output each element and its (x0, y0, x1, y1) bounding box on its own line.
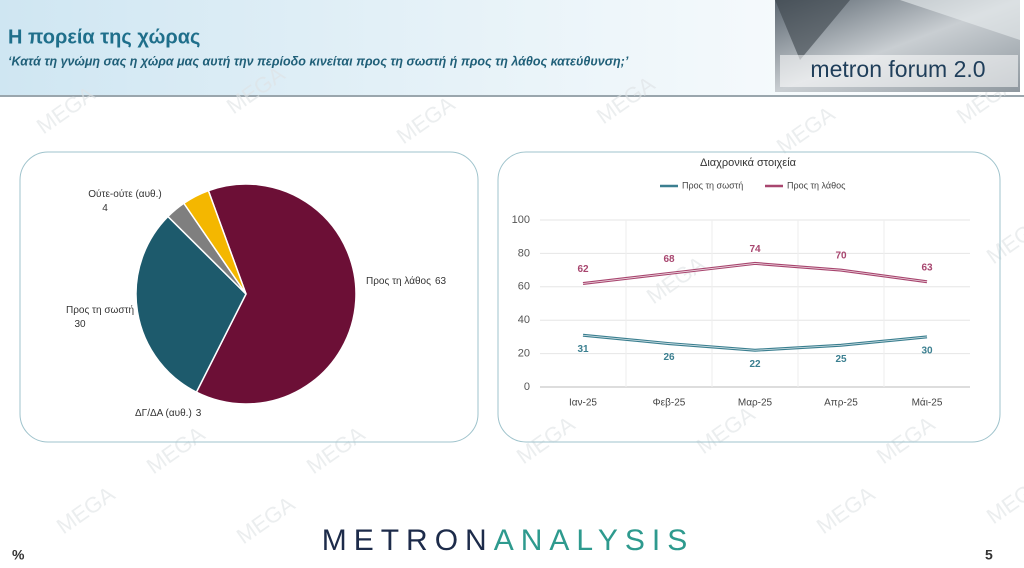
data-label: 30 (921, 346, 933, 357)
label-value: 4 (102, 203, 108, 214)
y-tick-label: 60 (518, 281, 530, 293)
series-line (582, 333, 928, 352)
x-tick-label: Ιαν-25 (569, 398, 597, 409)
brand: METRONANALYSIS (322, 524, 695, 557)
pie-slice (195, 183, 357, 405)
watermark: MEGA (392, 91, 460, 149)
data-label: Ούτε-ούτε (αυθ.) 4 (88, 188, 161, 214)
data-label: 26 (663, 352, 675, 363)
watermark: MEGA (52, 481, 120, 539)
series-line-inner (582, 263, 928, 284)
label-name: Ούτε-ούτε (αυθ.) (88, 188, 161, 200)
y-tick-label: 0 (524, 381, 530, 393)
watermark: MEGA (512, 411, 580, 469)
label-value: 63 (435, 276, 447, 287)
y-tick-label: 40 (518, 314, 530, 326)
label-name: ΔΓ/ΔΑ (αυθ.) (135, 408, 192, 419)
pie-slice (182, 189, 247, 295)
legend-label: Προς τη λάθος (787, 180, 846, 190)
logo-shape (900, 0, 1020, 40)
data-label: ΔΓ/ΔΑ (αυθ.) 3 (135, 408, 202, 419)
line-chart: Διαχρονικά στοιχεία 0 20 40 60 80 100 Ιαν-25 Φεβ… (512, 157, 970, 409)
line-panel (497, 151, 1001, 443)
watermark: MEGA (302, 421, 370, 479)
data-label: 68 (663, 254, 675, 265)
y-tick-label: 80 (518, 247, 530, 259)
label-value: 30 (74, 319, 86, 330)
x-tick-label: Φεβ-25 (653, 398, 686, 409)
data-label: 74 (749, 244, 761, 255)
pie-slice (135, 215, 247, 394)
watermark: MEGA (872, 411, 940, 469)
logo-text: metron forum 2.0 (810, 56, 985, 82)
brand-second: ANALYSIS (494, 524, 695, 557)
subtitle: ‘Κατά τη γνώμη σας η χώρα μας αυτή την π… (8, 54, 629, 68)
chart-title: Διαχρονικά στοιχεία (700, 157, 797, 169)
percent-sign: % (12, 547, 25, 563)
title: Η πορεία της χώρας (8, 26, 200, 48)
page-number: 5 (985, 547, 993, 563)
data-label: 31 (577, 344, 589, 355)
watermark: MEGA (692, 401, 760, 459)
watermark: MEGA (142, 421, 210, 479)
data-label: 63 (921, 262, 933, 273)
brand-first: METRON (322, 524, 494, 557)
logo-strip (780, 55, 1018, 87)
watermark: MEGA (982, 471, 1024, 529)
data-label: Προς τη σωστή 30 (66, 304, 134, 330)
data-label: 62 (577, 264, 589, 275)
label-name: Προς τη λάθος (366, 275, 431, 287)
x-tick-label: Μαρ-25 (738, 398, 773, 409)
y-tick-label: 20 (518, 348, 530, 360)
pie-chart: Προς τη λάθος 63 Προς τη σωστή 30 ΔΓ/ΔΑ (αυθ… (66, 183, 446, 419)
watermark: MEGA (642, 251, 710, 309)
data-label: 70 (835, 251, 847, 262)
series-line (582, 261, 928, 285)
logo-shape (775, 0, 850, 60)
data-label: 22 (749, 359, 761, 370)
legend-label: Προς τη σωστή (682, 180, 743, 190)
x-tick-label: Απρ-25 (824, 398, 858, 409)
watermark: MEGA (232, 491, 300, 549)
watermark: MEGA (982, 211, 1024, 269)
label-name: Προς τη σωστή (66, 304, 134, 316)
y-tick-label: 100 (512, 214, 530, 226)
series-line-inner (582, 334, 928, 351)
data-label: 25 (835, 354, 847, 365)
pie-panel (19, 151, 479, 443)
watermark: MEGA (772, 101, 840, 159)
watermark: MEGA (812, 481, 880, 539)
data-label: Προς τη λάθος 63 (366, 275, 446, 287)
label-value: 3 (196, 408, 202, 419)
x-tick-label: Μάι-25 (912, 397, 943, 409)
